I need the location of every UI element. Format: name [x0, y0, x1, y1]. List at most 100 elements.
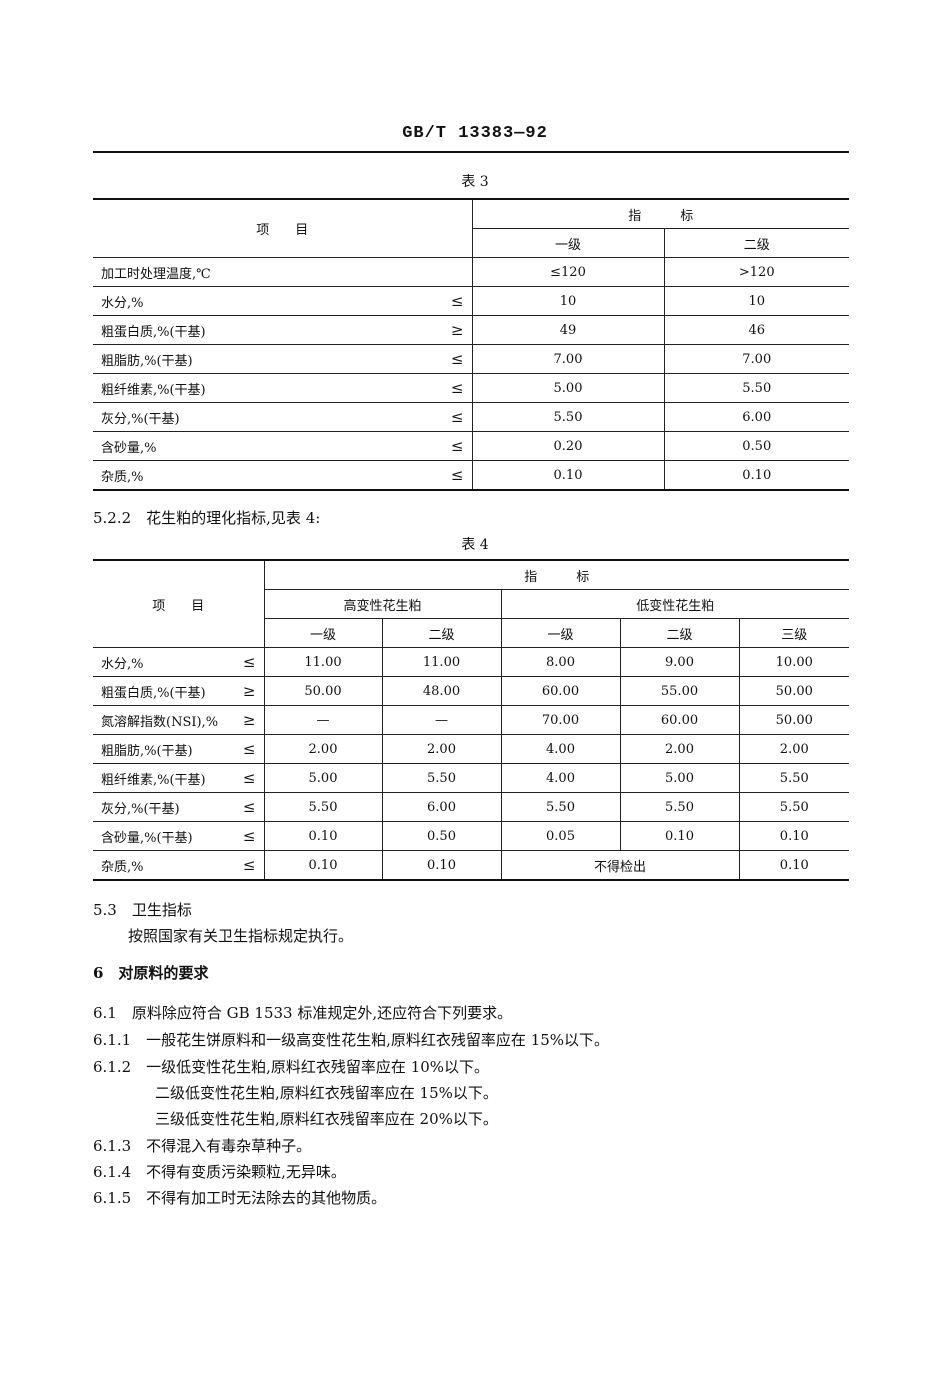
cell-value: 4.00 — [500, 763, 621, 793]
table3-row: 水分,% ≤10 10 — [93, 286, 850, 316]
cell-value: 0.50 — [663, 431, 850, 461]
comparison-operator: ≥ — [242, 711, 256, 729]
cell-value: 2.00 — [619, 734, 740, 764]
table3-item-header: 项 目 — [93, 198, 473, 258]
table4-row: 杂质,% ≤0.10 0.10 不得检出 0.10 — [93, 850, 850, 881]
comparison-operator: ≤ — [242, 740, 256, 758]
body-paragraph: 6.1.4 不得有变质污染颗粒,无异味。 — [93, 1163, 346, 1181]
row-item: 水分,% ≤ — [93, 647, 265, 677]
table4-grade-header: 二级 — [619, 618, 740, 648]
row-item: 粗脂肪,%(干基) ≤ — [93, 734, 265, 764]
cell-value: 0.20 — [471, 431, 665, 461]
cell-value: 5.50 — [738, 763, 850, 793]
row-item: 含砂量,%(干基) ≤ — [93, 821, 265, 851]
table4-row: 氮溶解指数(NSI),% ≥ — —70.00 60.00 50.00 — [93, 705, 850, 735]
body-paragraph: 6.1.1 一般花生饼原料和一级高变性花生粕,原料红衣残留率应在 15%以下。 — [93, 1031, 610, 1049]
cell-value: 5.50 — [381, 763, 502, 793]
table4-grade-header: 二级 — [381, 618, 502, 648]
cell-value: 10 — [471, 286, 665, 316]
item-label: 粗脂肪,%(干基) — [101, 743, 193, 759]
table4-row: 粗纤维素,%(干基) ≤5.00 5.50 4.00 5.00 5.50 — [93, 763, 850, 793]
table4-index-header: 指 标 — [263, 559, 850, 590]
comparison-operator: ≤ — [242, 856, 256, 874]
comparison-operator: ≤ — [450, 437, 464, 455]
cell-value: 46 — [663, 315, 850, 345]
cell-value: 7.00 — [663, 344, 850, 374]
row-item: 粗蛋白质,%(干基) ≥ — [93, 676, 265, 706]
table3-row: 粗蛋白质,%(干基) ≥49 46 — [93, 315, 850, 345]
row-item: 含砂量,% ≤ — [93, 431, 473, 461]
cell-value: 2.00 — [738, 734, 850, 764]
row-item: 杂质,% ≤ — [93, 850, 265, 881]
cell-value: 0.05 — [500, 821, 621, 851]
table3: 项 目 指 标 一级 二级 加工时处理温度,℃ ≤120 >120 水分,% ≤10 10… — [93, 198, 850, 491]
cell-value: 5.00 — [471, 373, 665, 403]
section-heading: 6 对原料的要求 — [93, 964, 209, 982]
cell-value: 0.10 — [663, 460, 850, 491]
comparison-operator: ≥ — [450, 321, 464, 339]
body-paragraph: 6.1.3 不得混入有毒杂草种子。 — [93, 1137, 312, 1155]
cell-value: 50.00 — [263, 676, 383, 706]
body-paragraph: 6.1.5 不得有加工时无法除去的其他物质。 — [93, 1189, 387, 1207]
cell-value: 0.10 — [619, 821, 740, 851]
document-number: GB/T 13383—92 — [402, 124, 548, 143]
row-item: 灰分,%(干基) ≤ — [93, 792, 265, 822]
cell-value: 60.00 — [500, 676, 621, 706]
cell-value: 9.00 — [619, 647, 740, 677]
table4-row: 粗脂肪,%(干基) ≤2.00 2.00 4.00 2.00 2.00 — [93, 734, 850, 764]
table3-caption: 表 3 — [461, 174, 489, 190]
item-label: 杂质,% — [101, 859, 144, 875]
body-paragraph: 6.1 原料除应符合 GB 1533 标准规定外,还应符合下列要求。 — [93, 1004, 513, 1022]
cell-value: 8.00 — [500, 647, 621, 677]
table3-row: 杂质,% ≤0.10 0.10 — [93, 460, 850, 491]
comparison-operator: ≤ — [450, 379, 464, 397]
table4-group-low: 低变性花生粕 — [500, 589, 850, 619]
comparison-operator: ≤ — [450, 292, 464, 310]
row-item: 粗纤维素,%(干基) ≤ — [93, 373, 473, 403]
row-item: 粗纤维素,%(干基) ≤ — [93, 763, 265, 793]
item-label: 杂质,% — [101, 469, 144, 485]
cell-value: 0.10 — [263, 850, 383, 881]
cell-value: 11.00 — [381, 647, 502, 677]
body-paragraph: 5.3 卫生指标 — [93, 901, 192, 919]
comparison-operator: ≤ — [450, 408, 464, 426]
item-label: 粗纤维素,%(干基) — [101, 382, 206, 398]
item-label: 含砂量,%(干基) — [101, 830, 193, 846]
item-label: 粗蛋白质,%(干基) — [101, 685, 206, 701]
table3-grade-header: 一级 — [472, 228, 665, 258]
cell-value: 5.50 — [619, 792, 740, 822]
table4-row: 灰分,%(干基) ≤5.50 6.00 5.50 5.50 5.50 — [93, 792, 850, 822]
body-paragraph: 按照国家有关卫生指标规定执行。 — [128, 927, 354, 945]
table4: 项 目 指 标 高变性花生粕 低变性花生粕 一级 二级 一级 二级 三级 水分,… — [93, 559, 850, 881]
cell-value: 0.10 — [471, 460, 665, 491]
table3-row: 粗纤维素,%(干基) ≤5.00 5.50 — [93, 373, 850, 403]
cell-value: 48.00 — [381, 676, 502, 706]
row-item: 粗脂肪,%(干基) ≤ — [93, 344, 473, 374]
cell-value: 0.50 — [381, 821, 502, 851]
cell-value: 5.50 — [500, 792, 621, 822]
table3-row: 灰分,%(干基) ≤5.50 6.00 — [93, 402, 850, 432]
cell-value: 55.00 — [619, 676, 740, 706]
cell-value: 11.00 — [263, 647, 383, 677]
table3-row: 粗脂肪,%(干基) ≤7.00 7.00 — [93, 344, 850, 374]
cell-value: 49 — [471, 315, 665, 345]
cell-value: 6.00 — [381, 792, 502, 822]
row-item: 粗蛋白质,%(干基) ≥ — [93, 315, 473, 345]
comparison-operator: ≤ — [242, 769, 256, 787]
comparison-operator: ≤ — [242, 653, 256, 671]
row-item: 水分,% ≤ — [93, 286, 473, 316]
cell-value: 0.10 — [381, 850, 502, 881]
body-paragraph: 6.1.2 一级低变性花生粕,原料红衣残留率应在 10%以下。 — [93, 1058, 490, 1076]
comparison-operator: ≤ — [242, 798, 256, 816]
cell-value: 10.00 — [738, 647, 850, 677]
cell-value: 6.00 — [663, 402, 850, 432]
item-label: 灰分,%(干基) — [101, 411, 180, 427]
cell-value: 60.00 — [619, 705, 740, 735]
table4-grade-header: 三级 — [738, 618, 850, 648]
cell-value: 5.50 — [738, 792, 850, 822]
item-label: 氮溶解指数(NSI),% — [101, 714, 219, 730]
cell-value-merged: 不得检出 — [500, 850, 740, 881]
cell-value: 5.50 — [663, 373, 850, 403]
comparison-operator: ≤ — [450, 466, 464, 484]
item-label: 粗蛋白质,%(干基) — [101, 324, 206, 340]
